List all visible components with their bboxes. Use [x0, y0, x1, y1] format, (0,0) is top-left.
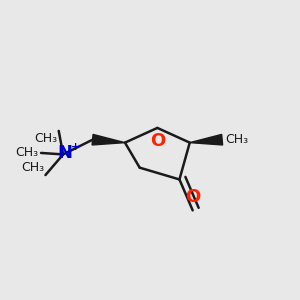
Polygon shape	[190, 134, 223, 145]
Text: CH₃: CH₃	[226, 133, 249, 146]
Text: CH₃: CH₃	[34, 132, 57, 145]
Text: N: N	[57, 144, 72, 162]
Text: O: O	[150, 132, 165, 150]
Text: O: O	[185, 188, 200, 206]
Text: CH₃: CH₃	[21, 160, 44, 174]
Polygon shape	[92, 134, 125, 145]
Text: +: +	[71, 142, 80, 152]
Text: CH₃: CH₃	[16, 146, 39, 159]
